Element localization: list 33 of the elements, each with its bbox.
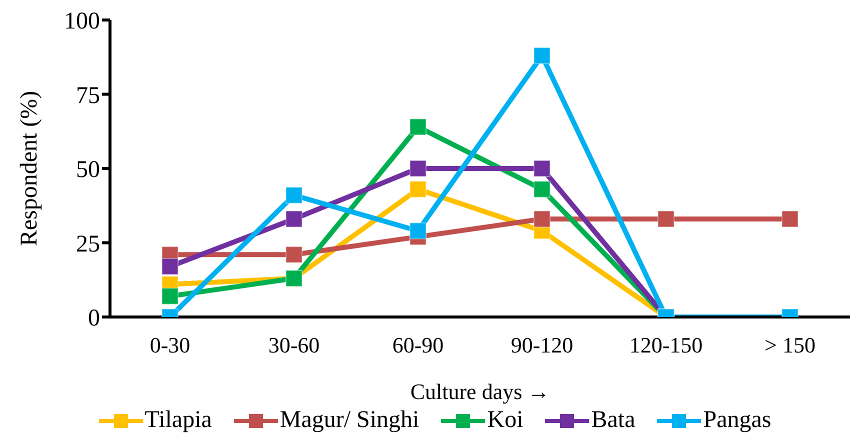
x-tick-label: 0-30 bbox=[150, 332, 190, 358]
point bbox=[410, 222, 426, 240]
point bbox=[410, 118, 426, 136]
y-axis-title: Respondent (%) bbox=[16, 90, 43, 246]
legend-label: Tilapia bbox=[144, 407, 212, 434]
point bbox=[534, 160, 550, 177]
point bbox=[162, 288, 178, 305]
y-tick-label: 0 bbox=[88, 306, 100, 332]
x-tick-label: > 150 bbox=[764, 332, 816, 358]
point bbox=[658, 210, 674, 228]
y-tick-label: 50 bbox=[76, 157, 100, 184]
x-tick-label: 120-150 bbox=[629, 332, 703, 358]
legend-label: Koi bbox=[486, 407, 524, 434]
y-tick-label: 100 bbox=[64, 8, 100, 35]
point bbox=[410, 180, 426, 198]
legend-label: Bata bbox=[590, 407, 636, 434]
x-tick-label: 90-120 bbox=[510, 332, 574, 358]
y-tick-label: 25 bbox=[76, 231, 100, 258]
point bbox=[782, 210, 798, 228]
point bbox=[534, 210, 550, 228]
point bbox=[286, 246, 302, 264]
legend-label: Magur/ Singhi bbox=[278, 407, 420, 434]
x-tick-label: 60-90 bbox=[392, 332, 444, 358]
x-axis-title: Culture days → bbox=[410, 379, 550, 404]
x-tick-label: 30-60 bbox=[268, 332, 320, 358]
point bbox=[410, 160, 426, 177]
point bbox=[534, 180, 550, 198]
point bbox=[286, 186, 302, 204]
point bbox=[534, 47, 550, 64]
legend-label: Pangas bbox=[702, 407, 772, 434]
point bbox=[162, 258, 178, 276]
point bbox=[286, 210, 302, 228]
y-tick-label: 75 bbox=[76, 82, 100, 109]
